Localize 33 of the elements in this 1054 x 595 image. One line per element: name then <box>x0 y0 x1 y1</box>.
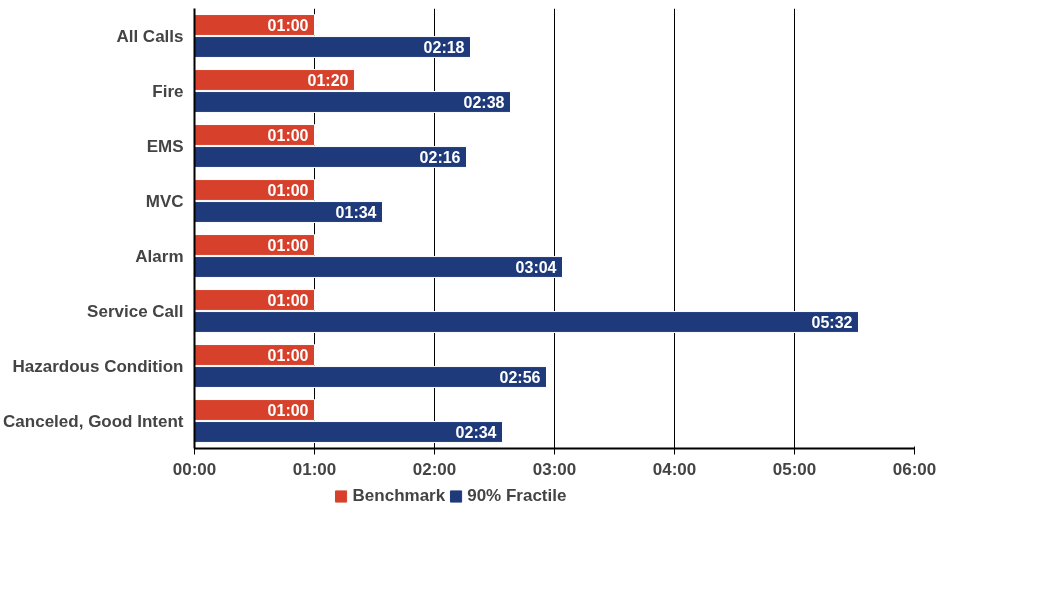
y-tick-label: EMS <box>146 136 184 156</box>
x-tick-label: 01:00 <box>292 459 337 479</box>
y-tick-label: Alarm <box>135 246 184 266</box>
data-label: 02:56 <box>499 368 541 386</box>
y-tick-label: MVC <box>145 191 184 211</box>
data-label: 01:00 <box>267 401 309 419</box>
data-label: 01:20 <box>307 71 349 89</box>
data-label: 02:38 <box>463 93 505 111</box>
data-label: 01:00 <box>267 346 309 364</box>
data-label: 02:34 <box>455 423 497 441</box>
data-label: 01:00 <box>267 291 309 309</box>
x-tick-label: 00:00 <box>172 459 217 479</box>
legend-label: Benchmark <box>352 486 446 506</box>
data-label: 05:32 <box>811 313 853 331</box>
legend-label: 90% Fractile <box>467 486 567 506</box>
x-tick-label: 06:00 <box>892 459 937 479</box>
x-tick-label: 05:00 <box>772 459 817 479</box>
y-tick-label: All Calls <box>116 26 184 46</box>
x-tick-label: 04:00 <box>652 459 697 479</box>
data-label: 02:16 <box>419 148 461 166</box>
data-label: 01:00 <box>267 16 309 34</box>
x-tick-label: 03:00 <box>532 459 577 479</box>
y-tick-label: Canceled, Good Intent <box>3 411 184 431</box>
data-label: 01:00 <box>267 236 309 254</box>
data-label: 01:34 <box>335 203 377 221</box>
data-label: 02:18 <box>423 38 465 56</box>
y-tick-label: Service Call <box>87 301 184 321</box>
data-label: 03:04 <box>515 258 557 276</box>
y-tick-label: Fire <box>152 81 184 101</box>
x-tick-label: 02:00 <box>412 459 457 479</box>
data-label: 01:00 <box>267 126 309 144</box>
data-label: 01:00 <box>267 181 309 199</box>
y-tick-label: Hazardous Condition <box>12 356 184 376</box>
